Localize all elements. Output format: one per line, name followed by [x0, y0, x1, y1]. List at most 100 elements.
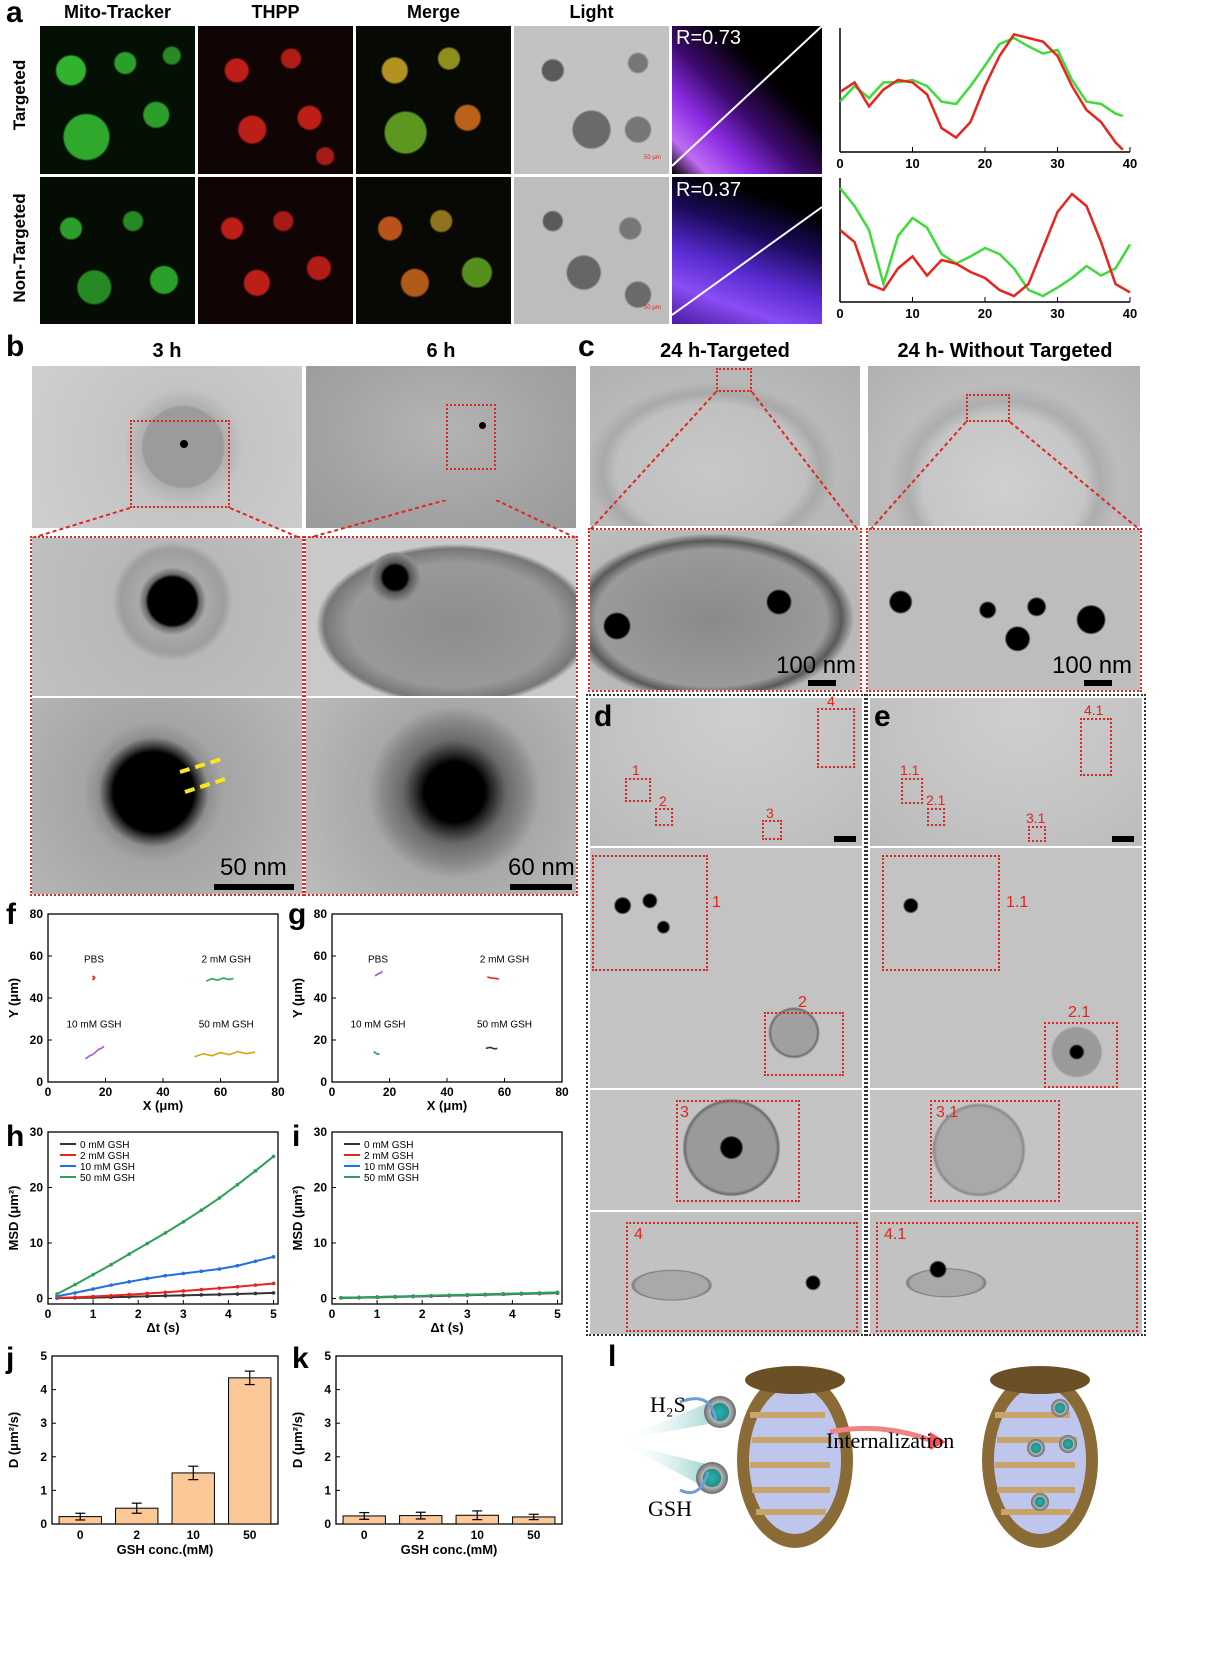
y-tick-label: 10 [30, 1236, 44, 1250]
x-tick-label: 3 [464, 1307, 471, 1321]
x-tick-label: 5 [554, 1307, 561, 1321]
bar [228, 1377, 272, 1525]
x-axis-label: Δt (s) [146, 1320, 179, 1335]
y-tick-label: 40 [30, 991, 44, 1005]
roi-label-e-1: 1.1 [900, 762, 920, 778]
y-tick-label: 30 [314, 1125, 328, 1139]
plot-frame [335, 1355, 563, 1525]
condition-label: 10 mM GSH [350, 1019, 405, 1030]
colocalization-scatter-non-targeted [672, 177, 822, 324]
plot-frame [331, 1131, 563, 1305]
tem-3h-overview [32, 366, 302, 528]
trajectory-2 [373, 1050, 380, 1056]
label-gsh: GSH [648, 1496, 693, 1521]
x-tick-label: 10 [187, 1528, 201, 1542]
profile-line-1 [839, 192, 1131, 298]
legend-label: 0 mM GSH [364, 1140, 413, 1151]
msd-point [217, 1196, 222, 1200]
roi-box-e-3 [1028, 826, 1046, 842]
micrograph-thpp-targeted [198, 26, 353, 174]
x-axis-label: Δt (s) [430, 1320, 463, 1335]
panel-letter-i: i [292, 1120, 301, 1153]
tem-e-detail-3 [870, 1090, 1142, 1210]
micrograph-thpp-non-targeted [198, 177, 353, 324]
detail-label-e-2: 2.1 [1068, 1004, 1091, 1021]
condition-label: 10 mM GSH [66, 1019, 121, 1030]
label-h2s: H₂S [650, 1392, 686, 1417]
micrograph-merge-non-targeted [356, 177, 511, 324]
msd-point [163, 1273, 168, 1278]
msd-point [253, 1291, 258, 1296]
membrane-marker-3h [179, 756, 229, 794]
y-tick-label: 1 [40, 1483, 47, 1497]
x-tick-label: 0 [329, 1085, 336, 1099]
msd-point [235, 1285, 240, 1289]
tem-d-detail-3 [590, 1090, 862, 1210]
frame-panel-d [586, 694, 866, 1336]
roi-label-d-1: 1 [632, 762, 640, 778]
label-internalization: Internalization [826, 1428, 955, 1453]
panel-letter-l: l [608, 1340, 617, 1373]
tem-6h-high-mag [306, 698, 576, 894]
column-title-thpp: THPP [251, 2, 300, 22]
x-tick-label: 2 [417, 1528, 424, 1542]
y-tick-label: 4 [324, 1383, 331, 1397]
condition-label: PBS [84, 954, 104, 965]
msd-point [127, 1252, 131, 1256]
detail-label-e-4: 4.1 [884, 1226, 907, 1243]
trajectory-3 [485, 1046, 498, 1050]
frame-panel-e [866, 694, 1146, 1336]
plot-frame [51, 1355, 279, 1525]
msd-point [163, 1231, 168, 1235]
panel-c-title-targeted: 24 h-Targeted [660, 340, 790, 362]
panel-letter-k: k [292, 1342, 309, 1375]
detail-box-e-4 [876, 1222, 1138, 1332]
msd-point [465, 1292, 470, 1297]
condition-label: 2 mM GSH [480, 954, 529, 965]
msd-point [199, 1287, 204, 1292]
panel-letter-g: g [288, 898, 307, 931]
plot-frame [47, 1131, 279, 1305]
msd-point [217, 1267, 222, 1271]
x-axis-label: GSH conc.(mM) [117, 1542, 214, 1557]
y-tick-label: 4 [40, 1383, 47, 1397]
x-tick-label: 30 [1050, 156, 1064, 171]
x-tick-label: 0 [361, 1528, 368, 1542]
micrograph-light-non-targeted [514, 177, 669, 324]
msd-point [163, 1293, 168, 1298]
zoom-frame-3h [30, 536, 304, 896]
msd-point [181, 1289, 186, 1293]
panel-b-title-6h: 6 h [426, 340, 456, 362]
schematic-mitochondria-internalization [620, 1366, 1098, 1548]
msd-point [253, 1283, 258, 1287]
panel-c-title-without-targeted: 24 h- Without Targeted [897, 340, 1113, 362]
roi-box-d-4 [817, 708, 855, 768]
msd-point [519, 1291, 524, 1296]
y-axis-label: MSD (μm²) [290, 1186, 305, 1251]
y-tick-label: 3 [324, 1416, 331, 1430]
scale-bar-e [1112, 836, 1134, 842]
micrograph-merge-targeted [356, 26, 511, 174]
x-tick-label: 50 [527, 1528, 541, 1542]
y-tick-label: 2 [40, 1450, 47, 1464]
x-tick-label: 1 [374, 1307, 381, 1321]
y-axis-label: D (μm²/s) [6, 1412, 21, 1468]
msd-point [109, 1293, 113, 1298]
msd-point [91, 1294, 95, 1299]
x-tick-label: 60 [214, 1085, 228, 1099]
msd-point [271, 1154, 276, 1159]
y-axis-label: MSD (μm²) [6, 1186, 21, 1251]
msd-point [217, 1292, 222, 1297]
tem-6h-zoom [306, 538, 576, 696]
panel-letter-c: c [578, 330, 595, 363]
msd-point [235, 1182, 240, 1187]
msd-point [235, 1263, 240, 1268]
zoom-box-6h [446, 404, 496, 470]
column-title-mito-tracker: Mito-Tracker [63, 2, 172, 22]
x-axis-label: X (μm) [143, 1098, 183, 1113]
msd-point [375, 1295, 379, 1299]
x-tick-label: 50 [243, 1528, 257, 1542]
x-tick-label: 2 [135, 1307, 142, 1321]
